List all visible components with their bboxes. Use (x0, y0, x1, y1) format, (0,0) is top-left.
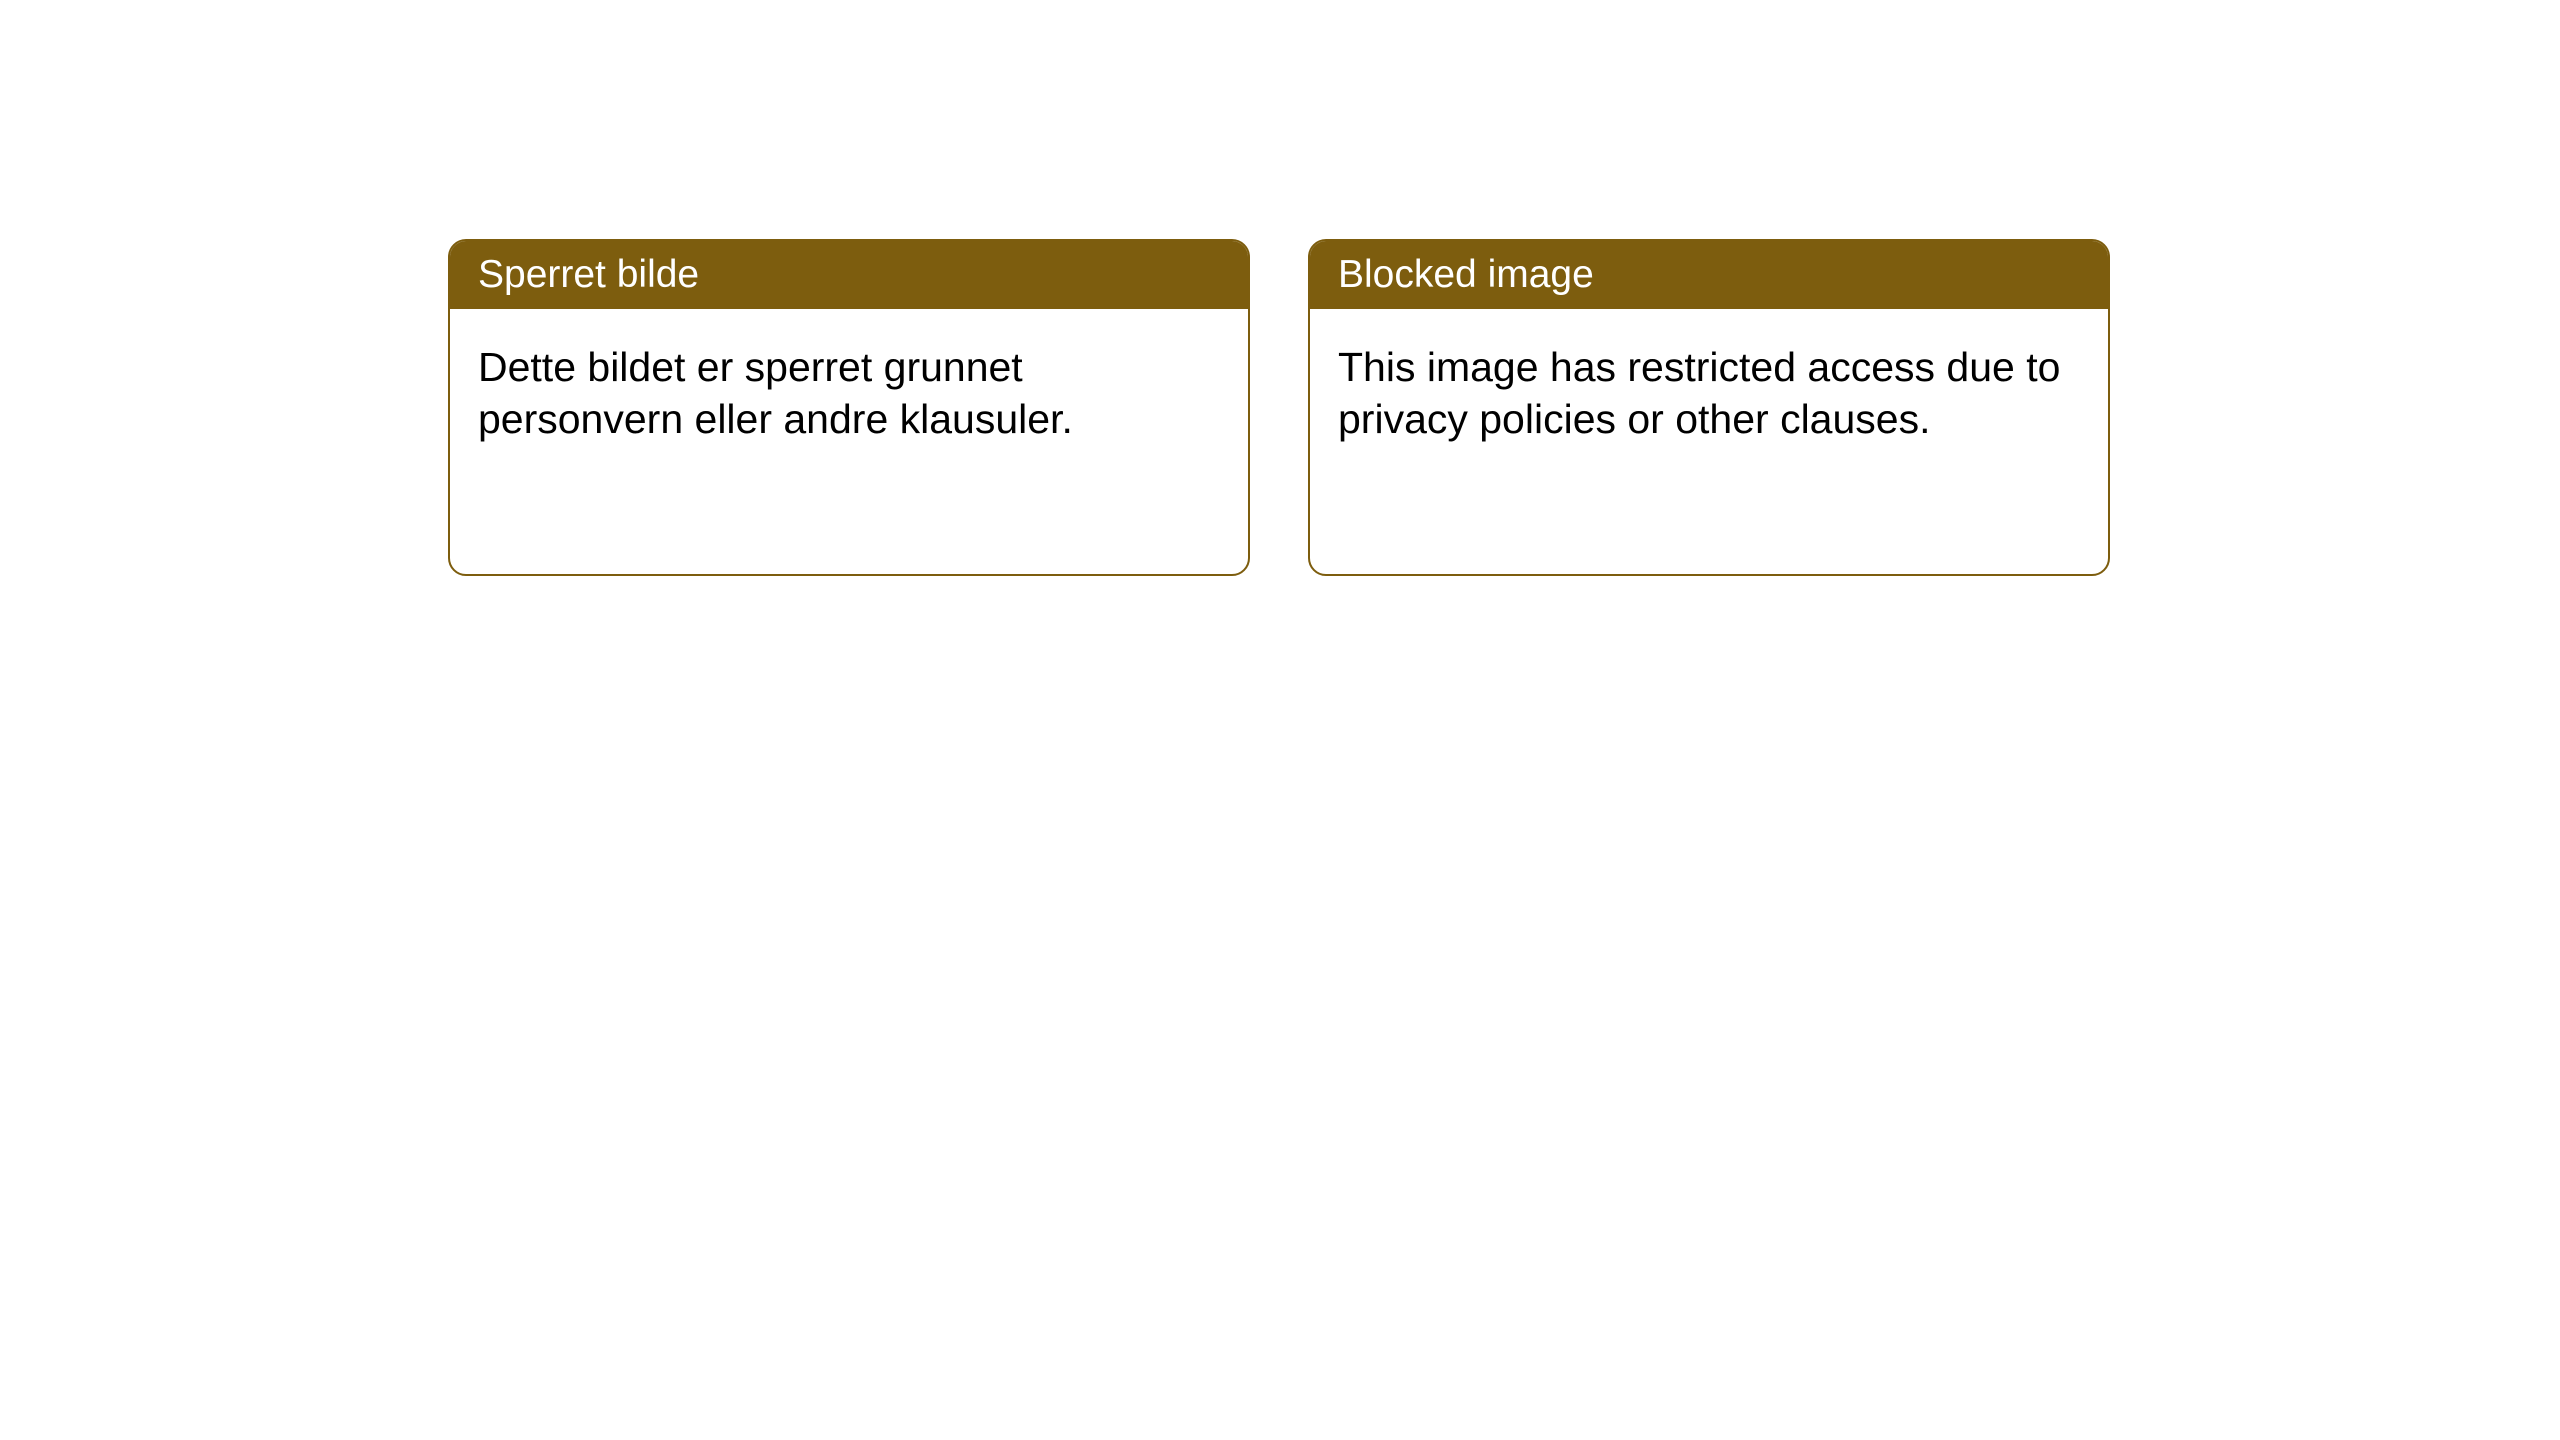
card-message: This image has restricted access due to … (1338, 344, 2060, 442)
notice-card-english: Blocked image This image has restricted … (1308, 239, 2110, 576)
card-title: Sperret bilde (478, 253, 699, 296)
card-message: Dette bildet er sperret grunnet personve… (478, 344, 1073, 442)
card-header: Sperret bilde (450, 241, 1248, 309)
card-header: Blocked image (1310, 241, 2108, 309)
card-body: Dette bildet er sperret grunnet personve… (450, 309, 1248, 478)
notice-cards-container: Sperret bilde Dette bildet er sperret gr… (448, 239, 2110, 576)
card-body: This image has restricted access due to … (1310, 309, 2108, 478)
card-title: Blocked image (1338, 253, 1594, 296)
notice-card-norwegian: Sperret bilde Dette bildet er sperret gr… (448, 239, 1250, 576)
